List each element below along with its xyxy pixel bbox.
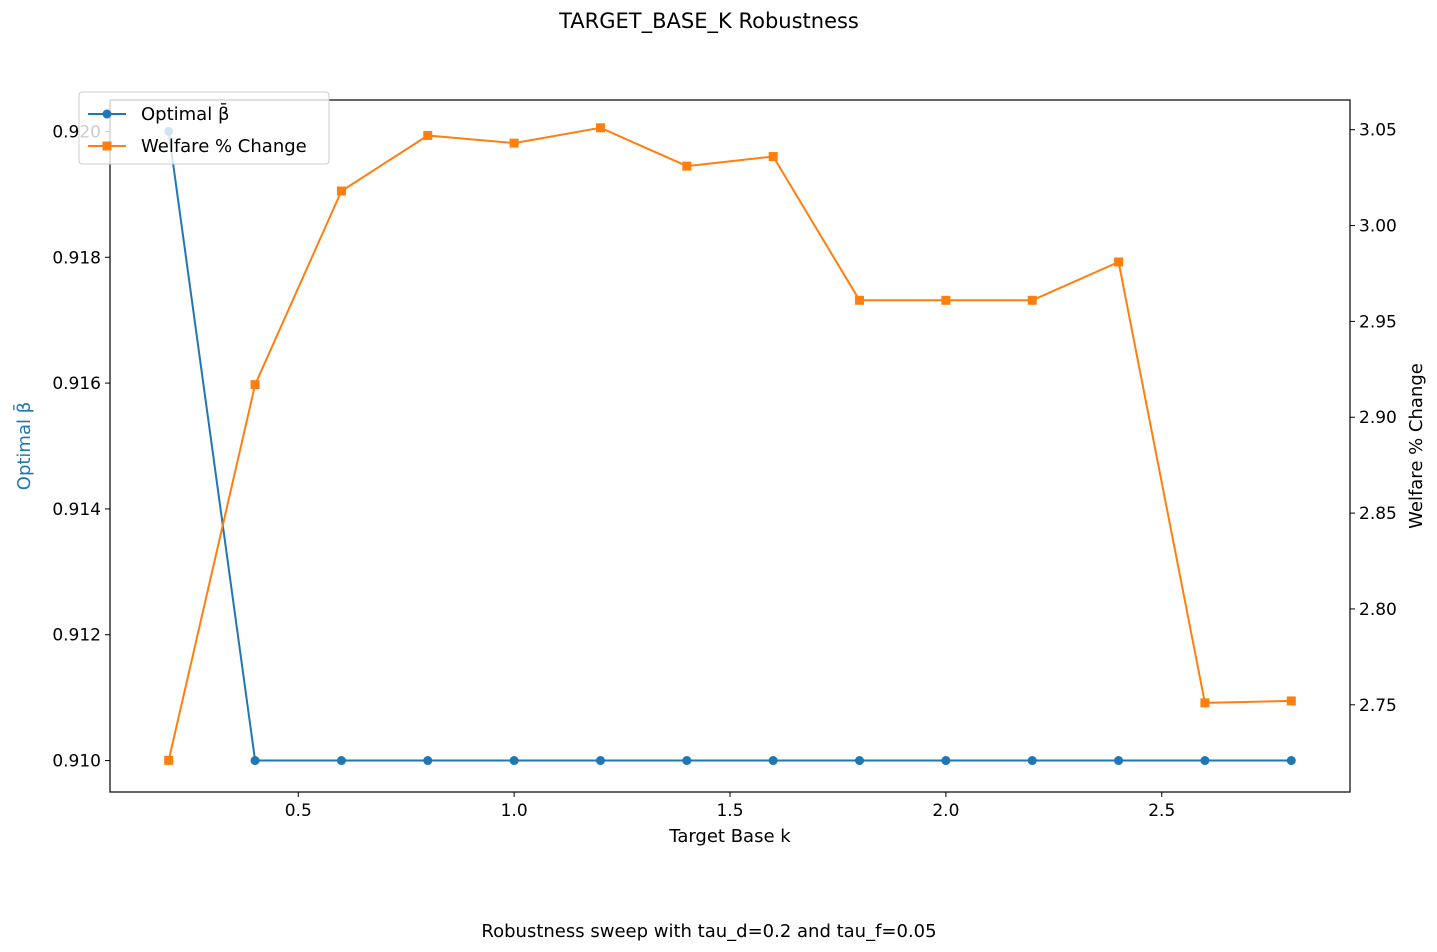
series-line-1	[167, 126, 1292, 761]
chart-title: TARGET_BASE_K Robustness	[558, 9, 859, 34]
x-tick-label: 0.5	[285, 801, 312, 821]
y-left-tick-label: 0.910	[52, 752, 101, 772]
legend-label-welfare: Welfare % Change	[141, 136, 307, 157]
series-1-point	[595, 123, 605, 133]
series-0-point	[855, 756, 865, 766]
series-1-point	[164, 755, 174, 765]
y-right-tick-label: 2.85	[1359, 504, 1397, 524]
y-axis-left-label: Optimal β̄	[13, 402, 35, 490]
x-axis-ticks: 0.5 1.0 1.5 2.0 2.5	[285, 792, 1175, 821]
legend: Optimal β̄ Welfare % Change	[78, 91, 330, 165]
series-1-point	[509, 138, 519, 148]
series-0-point	[941, 756, 951, 766]
y-left-tick-label: 0.912	[52, 626, 101, 646]
series-0-point	[423, 756, 433, 766]
plot-frame	[109, 99, 1351, 793]
series-1-point	[768, 152, 778, 162]
legend-marker-welfare	[102, 141, 112, 151]
x-tick-label: 2.5	[1148, 801, 1175, 821]
x-tick-label: 1.0	[501, 801, 528, 821]
series-0-point	[768, 756, 778, 766]
series-1-point	[1286, 696, 1296, 706]
series-0-point	[1114, 756, 1124, 766]
x-tick-label: 2.0	[932, 801, 959, 821]
series-0-point	[1286, 756, 1296, 766]
series-1-point	[1027, 295, 1037, 305]
y-axis-right-label: Welfare % Change	[1406, 363, 1427, 529]
series-0-point	[595, 756, 605, 766]
x-axis-label: Target Base k	[668, 826, 791, 847]
series-1-point	[1114, 257, 1124, 267]
series-1-point	[682, 161, 692, 171]
series-1-point	[336, 186, 346, 196]
y-left-tick-label: 0.914	[52, 500, 101, 520]
series-0-point	[250, 756, 260, 766]
series-1-point	[1200, 698, 1210, 708]
series-1-point	[855, 295, 865, 305]
series-0-point	[336, 756, 346, 766]
series-1-point	[941, 295, 951, 305]
series-0-point	[509, 756, 519, 766]
y-right-tick-label: 2.95	[1359, 312, 1397, 332]
y-left-tick-label: 0.918	[52, 248, 101, 268]
series-line-0	[167, 131, 1292, 762]
x-tick-label: 1.5	[716, 801, 743, 821]
series-1-point	[250, 380, 260, 390]
series-0-point	[682, 756, 692, 766]
y-right-tick-label: 2.80	[1359, 600, 1397, 620]
y-left-tick-label: 0.916	[52, 374, 101, 394]
figure-caption: Robustness sweep with tau_d=0.2 and tau_…	[481, 921, 936, 942]
legend-marker-beta	[102, 109, 112, 119]
series-layer	[164, 123, 1296, 766]
y-right-tick-label: 2.90	[1359, 408, 1397, 428]
y-right-tick-label: 2.75	[1359, 696, 1397, 716]
series-1-point	[423, 130, 433, 140]
y-right-tick-label: 3.00	[1359, 217, 1397, 237]
y-axis-right-ticks: 2.75 2.80 2.85 2.90 2.95 3.00 3.05	[1350, 121, 1397, 716]
series-0-point	[1200, 756, 1210, 766]
y-right-tick-label: 3.05	[1359, 121, 1397, 141]
legend-box	[78, 91, 330, 165]
legend-label-beta: Optimal β̄	[141, 103, 229, 125]
series-0-point	[1027, 756, 1037, 766]
